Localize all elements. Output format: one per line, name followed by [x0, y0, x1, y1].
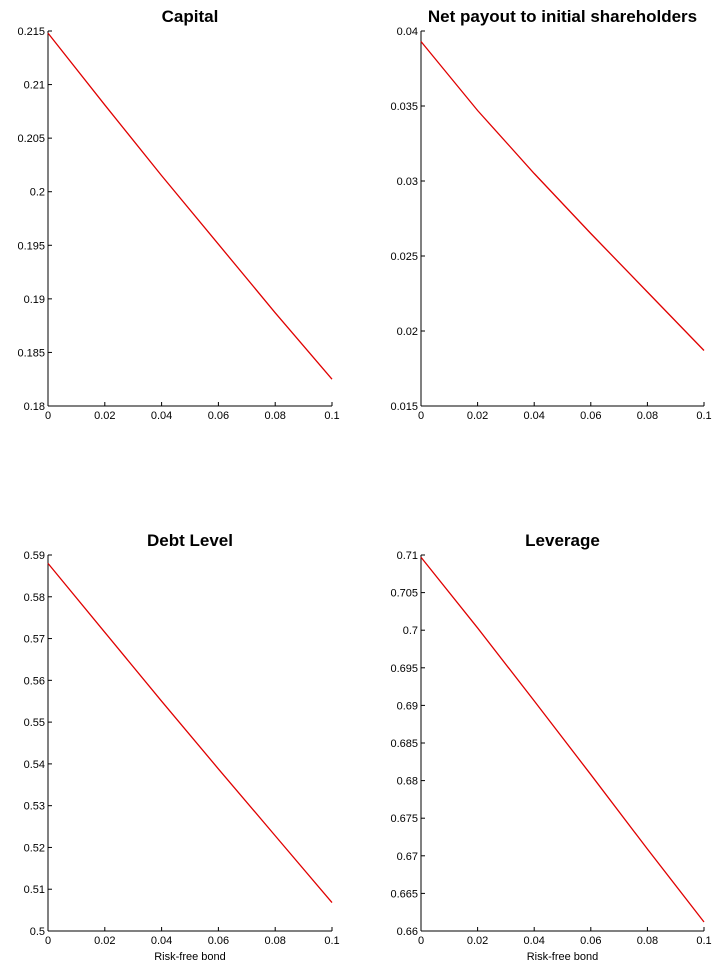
x-tick-label: 0: [418, 935, 424, 947]
y-tick-label: 0.03: [397, 176, 418, 188]
series-line: [47, 32, 333, 380]
x-tick-label: 0.04: [151, 935, 172, 947]
y-tick-label: 0.665: [390, 888, 418, 900]
x-tick-label: 0.08: [264, 410, 285, 422]
y-tick-label: 0.71: [397, 550, 418, 562]
x-tick-label: 0.02: [94, 410, 115, 422]
x-tick-label: 0: [45, 935, 51, 947]
y-tick-label: 0.2: [30, 187, 45, 199]
y-tick-label: 0.52: [24, 842, 45, 854]
x-tick-label: 0.06: [208, 935, 229, 947]
series-line: [47, 562, 333, 904]
y-tick-label: 0.7: [403, 625, 418, 637]
y-tick-label: 0.55: [24, 717, 45, 729]
panel-title: Debt Level: [147, 531, 233, 550]
y-tick-label: 0.685: [390, 738, 418, 750]
y-tick-label: 0.035: [390, 101, 418, 113]
x-tick-label: 0.1: [324, 935, 339, 947]
capital-panel: Capital 0 0.02 0.04 0.06 0.08 0.1 0.18 0.185 0.1…: [17, 7, 339, 422]
x-tick-label: 0.04: [523, 410, 544, 422]
leverage-panel: Leverage Risk-free bond 0 0.02 0.04 0.06 0.0…: [390, 531, 711, 963]
y-tick-label: 0.58: [24, 592, 45, 604]
x-tick-label: 0.06: [580, 410, 601, 422]
y-tick-label: 0.21: [24, 80, 45, 92]
y-tick-label: 0.02: [397, 326, 418, 338]
y-tick-label: 0.57: [24, 634, 45, 646]
x-tick-label: 0.06: [208, 410, 229, 422]
panel-title: Capital: [162, 7, 219, 26]
x-tick-label: 0.04: [523, 935, 544, 947]
y-tick-label: 0.5: [30, 926, 45, 938]
x-tick-label: 0.02: [467, 935, 488, 947]
x-tick-label: 0.08: [637, 410, 658, 422]
series-line: [420, 556, 705, 923]
y-tick-label: 0.69: [397, 700, 418, 712]
y-tick-label: 0.18: [24, 401, 45, 413]
y-tick-label: 0.19: [24, 294, 45, 306]
y-tick-label: 0.185: [17, 347, 45, 359]
y-tick-label: 0.53: [24, 801, 45, 813]
x-tick-label: 0.08: [637, 935, 658, 947]
x-tick-label: 0.1: [324, 410, 339, 422]
debt-level-panel: Debt Level Risk-free bond 0 0.02 0.04 0.06 0…: [24, 531, 340, 963]
x-tick-label: 0: [45, 410, 51, 422]
x-tick-label: 0.02: [94, 935, 115, 947]
panel-title: Net payout to initial shareholders: [428, 7, 697, 26]
y-tick-label: 0.695: [390, 663, 418, 675]
y-tick-label: 0.59: [24, 550, 45, 562]
panel-title: Leverage: [525, 531, 600, 550]
y-tick-label: 0.54: [24, 759, 45, 771]
x-tick-label: 0.04: [151, 410, 172, 422]
y-tick-label: 0.015: [390, 401, 418, 413]
x-tick-label: 0.1: [696, 410, 711, 422]
x-tick-label: 0.1: [696, 935, 711, 947]
x-axis-label: Risk-free bond: [527, 951, 599, 963]
y-tick-label: 0.195: [17, 240, 45, 252]
y-tick-label: 0.67: [397, 851, 418, 863]
x-tick-label: 0.06: [580, 935, 601, 947]
series-line: [420, 41, 705, 351]
y-tick-label: 0.705: [390, 588, 418, 600]
net-payout-panel: Net payout to initial shareholders 0 0.02…: [390, 7, 711, 422]
x-tick-label: 0.02: [467, 410, 488, 422]
y-tick-label: 0.56: [24, 675, 45, 687]
y-tick-label: 0.04: [397, 26, 418, 38]
y-tick-label: 0.205: [17, 133, 45, 145]
y-tick-label: 0.025: [390, 251, 418, 263]
x-tick-label: 0: [418, 410, 424, 422]
y-tick-label: 0.51: [24, 884, 45, 896]
y-tick-label: 0.66: [397, 926, 418, 938]
y-tick-label: 0.68: [397, 776, 418, 788]
y-tick-label: 0.215: [17, 26, 45, 38]
x-tick-label: 0.08: [264, 935, 285, 947]
y-tick-label: 0.675: [390, 813, 418, 825]
x-axis-label: Risk-free bond: [154, 951, 226, 963]
